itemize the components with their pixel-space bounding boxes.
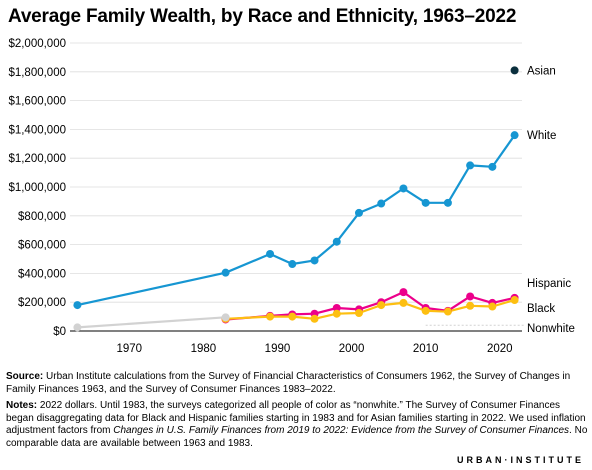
series-line-nonwhite	[77, 316, 226, 329]
source-text: Urban Institute calculations from the Su…	[6, 371, 571, 395]
x-tick-label: 1970	[116, 343, 142, 355]
series-label-hispanic: Hispanic	[527, 278, 571, 290]
series-label-white: White	[527, 130, 556, 142]
data-point-white	[443, 198, 452, 207]
series-line-white	[77, 134, 516, 307]
y-tick-label: $600,000	[18, 240, 66, 252]
data-point-white	[310, 256, 319, 265]
y-tick-label: $1,200,000	[8, 153, 66, 165]
notes-text-2: . No comparable data are available betwe…	[6, 425, 588, 449]
x-tick-label: 1980	[191, 343, 217, 355]
x-tick-label: 2000	[339, 343, 365, 355]
data-point-black	[310, 314, 319, 323]
y-tick-label: $1,000,000	[8, 182, 66, 194]
data-point-white	[377, 199, 386, 208]
data-point-white	[221, 268, 230, 277]
y-tick-label: $2,000,000	[8, 38, 66, 50]
notes-text-1: 2022 dollars. Until 1983, the surveys ca…	[6, 400, 586, 437]
data-point-asian	[510, 66, 519, 75]
series-points	[73, 66, 519, 332]
data-point-hispanic	[399, 288, 408, 297]
data-point-white	[354, 208, 363, 217]
data-point-black	[399, 298, 408, 307]
line-chart: $0 $200,000 $400,000 $600,000 $800,000 $1,000…	[8, 38, 575, 355]
data-point-white	[332, 237, 341, 246]
data-point-black	[377, 301, 386, 310]
data-point-white	[488, 162, 497, 171]
data-point-black	[288, 312, 297, 321]
data-point-white	[466, 161, 475, 170]
x-tick-label: 2010	[413, 343, 439, 355]
y-tick-label: $400,000	[18, 268, 66, 280]
data-point-white	[73, 301, 82, 310]
notes-label: Notes:	[6, 400, 38, 412]
notes-italic-title: Changes in U.S. Family Finances from 201…	[113, 425, 570, 437]
x-tick-label: 2020	[487, 343, 513, 355]
y-tick-label: $800,000	[18, 211, 66, 223]
series-lines	[77, 134, 525, 329]
data-point-nonwhite	[73, 323, 82, 332]
x-axis-tick-labels: 1970 1980 1990 2000 2010 2020	[116, 343, 512, 355]
series-label-nonwhite: Nonwhite	[527, 323, 575, 335]
grid-lines	[70, 42, 522, 332]
data-point-black	[443, 307, 452, 316]
data-point-black	[510, 296, 519, 305]
y-tick-label: $0	[53, 326, 66, 338]
series-labels: Asian White Hispanic Black Nonwhite	[527, 65, 575, 335]
data-point-white	[399, 184, 408, 193]
source-label: Source:	[6, 371, 44, 382]
chart-title: Average Family Wealth, by Race and Ethni…	[8, 6, 517, 27]
series-label-asian: Asian	[527, 65, 556, 77]
source-note: Source: Urban Institute calculations fro…	[6, 371, 588, 396]
notes-note: Notes: 2022 dollars. Until 1983, the sur…	[6, 400, 588, 450]
x-tick-label: 1990	[265, 343, 291, 355]
data-point-white	[288, 260, 297, 269]
chart-notes: Source: Urban Institute calculations fro…	[6, 371, 588, 455]
data-point-white	[510, 131, 519, 140]
data-point-white	[266, 249, 275, 258]
series-label-black: Black	[527, 303, 555, 315]
data-point-hispanic	[332, 303, 341, 312]
data-point-black	[466, 301, 475, 310]
data-point-black	[354, 309, 363, 317]
data-point-nonwhite	[221, 313, 230, 322]
data-point-black	[488, 302, 497, 311]
y-tick-label: $1,400,000	[8, 124, 66, 136]
y-tick-label: $1,800,000	[8, 67, 66, 79]
y-axis-tick-labels: $0 $200,000 $400,000 $600,000 $800,000 $1,000…	[8, 38, 66, 338]
data-point-black	[266, 312, 275, 321]
data-point-black	[421, 306, 430, 315]
urban-institute-logo: URBAN·INSTITUTE	[457, 455, 584, 465]
data-point-white	[421, 198, 430, 207]
y-tick-label: $1,600,000	[8, 96, 66, 108]
data-point-black	[332, 309, 341, 318]
y-tick-label: $200,000	[18, 297, 66, 309]
data-point-hispanic	[466, 292, 475, 301]
